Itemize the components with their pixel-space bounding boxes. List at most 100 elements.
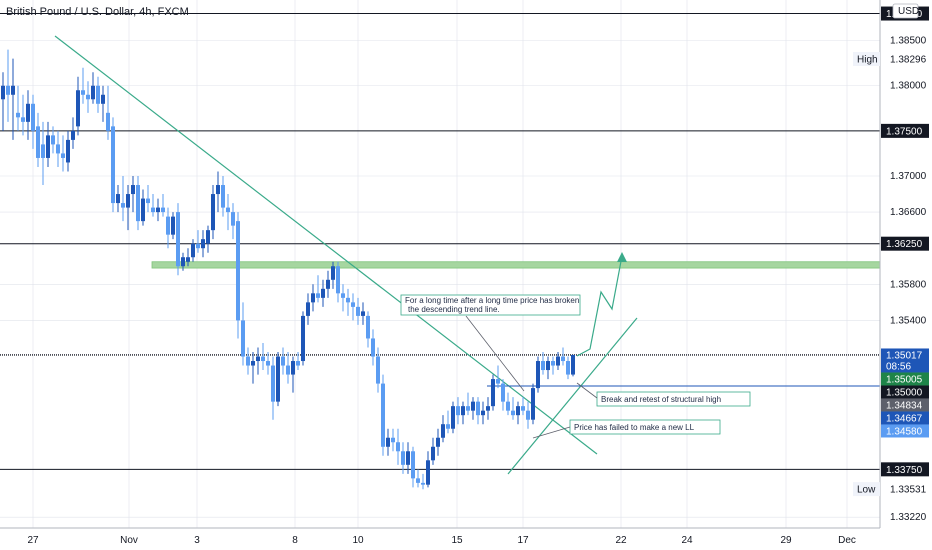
level-tag-label: 1.33750	[886, 465, 923, 476]
candle-body	[226, 207, 230, 213]
candle-body	[306, 302, 310, 316]
candle-body	[526, 410, 530, 420]
candle-body	[441, 424, 445, 438]
y-tick-label: 1.38500	[890, 36, 927, 47]
candle-body	[241, 320, 245, 357]
x-tick-label: 29	[780, 535, 792, 546]
annotation-trend-line2: the descending trend line.	[408, 305, 500, 314]
low-label-bg	[853, 482, 880, 497]
candle-body	[231, 212, 235, 226]
candle-body	[46, 135, 50, 158]
countdown-label: 08:56	[886, 361, 911, 372]
currency-label: USD	[898, 6, 919, 17]
candle-body	[171, 216, 175, 235]
candle-body	[356, 306, 360, 316]
candle-body	[351, 302, 355, 307]
trend-lines	[54, 35, 880, 475]
candle-body	[506, 401, 510, 411]
candle-body	[541, 361, 545, 371]
resistance-zone-band	[151, 261, 881, 269]
candle-body	[141, 198, 145, 222]
x-tick-label: 27	[27, 535, 39, 546]
annotation-arrow-retest	[576, 382, 598, 399]
candle-body	[166, 216, 170, 235]
candle-body	[486, 406, 490, 411]
candle-body	[326, 279, 330, 289]
candle-body	[221, 185, 225, 208]
y-tick-label: 1.35800	[890, 279, 927, 290]
candle-body	[186, 257, 190, 262]
high-value: 1.38296	[890, 55, 927, 66]
annotation-trend-line1: For a long time after a long time price …	[405, 296, 579, 305]
candle-body	[211, 194, 215, 231]
candle-body	[131, 185, 135, 195]
projection-arrow-head	[617, 252, 627, 262]
candle-body	[431, 446, 435, 461]
y-tick-label: 1.38000	[890, 81, 927, 92]
candle-body	[391, 437, 395, 443]
candle-body	[101, 94, 105, 104]
candle-body	[281, 356, 285, 366]
x-tick-label: 15	[451, 535, 463, 546]
candle-body	[261, 356, 265, 362]
candle-body	[411, 451, 415, 479]
candle-body	[206, 230, 210, 244]
candle-body	[236, 221, 240, 321]
price-tag	[881, 411, 929, 425]
high-label-bg	[853, 52, 880, 67]
candle-body	[121, 203, 125, 208]
price-tag-value: 1.35017	[886, 350, 923, 361]
candle-body	[456, 406, 460, 416]
candle-body	[246, 356, 250, 366]
candle-body	[516, 406, 520, 416]
price-tag	[881, 385, 929, 399]
candle-body	[16, 112, 20, 118]
candle-body	[1, 85, 5, 100]
ascending-trend-line	[507, 317, 638, 475]
candle-body	[136, 185, 140, 222]
candle-body	[311, 293, 315, 303]
price-tag	[881, 424, 929, 438]
candle-body	[426, 460, 430, 485]
candle-body	[531, 388, 535, 420]
candle-body	[91, 85, 95, 100]
candle-body	[26, 103, 30, 122]
candle-body	[366, 315, 370, 339]
price-tag-value: 1.35005	[886, 374, 923, 385]
annotation-ll: Price has failed to make a new LL	[574, 423, 695, 432]
candle-body	[536, 361, 540, 389]
x-tick-label: 17	[517, 535, 529, 546]
candle-body	[176, 212, 180, 267]
candle-body	[331, 266, 335, 280]
candle-body	[156, 207, 160, 213]
candle-body	[76, 90, 80, 127]
candle-body	[96, 85, 100, 104]
chart-title: British Pound / U.S. Dollar, 4h, FXCM	[6, 6, 189, 18]
candle-body	[321, 288, 325, 298]
candle-body	[481, 410, 485, 416]
candle-body	[41, 144, 45, 158]
candle-body	[551, 361, 555, 366]
candle-body	[501, 383, 505, 402]
candle-body	[126, 194, 130, 208]
y-tick-label: 1.33220	[890, 512, 927, 523]
candle-body	[496, 379, 500, 384]
y-tick-label: 1.36600	[890, 207, 927, 218]
price-tag	[881, 372, 929, 386]
annotations: For a long time after a long time price …	[400, 294, 751, 439]
candle-body	[396, 442, 400, 452]
annotation-box-retest	[596, 391, 751, 407]
candle-body	[336, 266, 340, 294]
candle-body	[106, 112, 110, 131]
candle-body	[111, 126, 115, 204]
candle-body	[416, 478, 420, 483]
candle-body	[386, 437, 390, 447]
candle-body	[521, 406, 525, 411]
candle-body	[446, 424, 450, 429]
level-tag	[881, 123, 929, 138]
candle-body	[316, 293, 320, 298]
candle-body	[86, 94, 90, 100]
candle-body	[406, 451, 410, 465]
